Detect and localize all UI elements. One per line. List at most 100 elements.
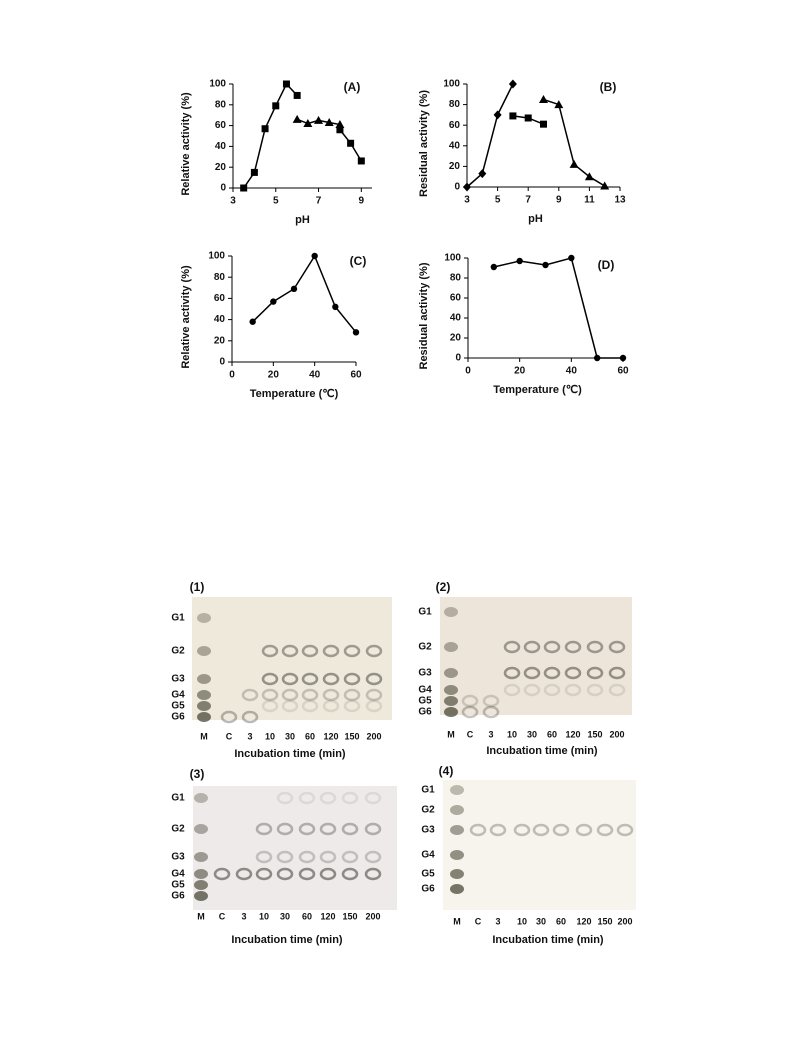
marker-spot [194,891,208,901]
point [292,114,302,123]
spot [276,867,294,881]
point [584,172,594,181]
series-line [252,254,357,333]
point [293,91,301,99]
y-tick-label: 0 [454,182,460,193]
x-tick-label: 13 [614,195,626,206]
point [357,157,365,165]
spot [276,822,294,836]
spot [301,688,319,702]
spot [298,791,316,805]
marker-spot [444,668,458,678]
marker-spot [197,712,211,722]
spot [482,705,500,719]
spot [298,867,316,881]
y-tick-label: 40 [214,314,226,325]
series-line [493,257,623,359]
lane-label: 30 [536,916,546,926]
spot [586,640,604,654]
spot [213,867,231,881]
point [509,112,517,120]
lane-label: 60 [547,729,557,739]
row-label: G3 [418,668,432,679]
row-label: G3 [171,674,185,685]
spot [608,640,626,654]
lane-label: 120 [320,911,335,921]
spot [255,867,273,881]
x-tick-label: 11 [584,195,595,206]
y-tick-label: 60 [450,293,462,304]
spot [564,683,582,697]
y-tick-label: 100 [443,79,460,90]
row-label: G5 [418,696,432,707]
spot [532,823,550,837]
marker-spot [450,825,464,835]
spot [322,688,340,702]
lane-label: M [200,731,208,741]
y-tick-label: 60 [214,293,226,304]
x-tick-label: 5 [495,195,501,206]
y-tick-label: 100 [209,79,226,90]
point [332,303,339,311]
point [250,168,258,176]
panel-label: (4) [439,764,454,778]
lane-label: 30 [527,729,537,739]
lane-label: 3 [247,731,252,741]
x-tick-label: 3 [464,195,470,206]
x-tick-label: 0 [229,370,235,381]
spot [322,699,340,713]
spot [343,688,361,702]
spot [301,672,319,686]
spot [261,644,279,658]
row-label: G5 [171,880,185,891]
y-tick-label: 40 [215,141,227,152]
point [352,329,360,336]
x-tick-label: 60 [617,366,629,377]
spot [523,666,541,680]
x-axis-title: Incubation time (min) [231,934,343,946]
lane-label: 10 [517,916,527,926]
spot [261,688,279,702]
spot [319,867,337,881]
spot [523,683,541,697]
y-axis-title: Relative activity (%) [180,265,192,369]
x-tick-label: 60 [350,370,362,381]
marker-spot [444,696,458,706]
spot [596,823,614,837]
marker-spot [194,869,208,879]
point [600,181,610,190]
spot [298,850,316,864]
point [249,318,256,325]
spot [276,850,294,864]
row-label: G2 [171,646,185,657]
panel-label: (B) [600,80,617,94]
x-tick-label: 9 [556,195,562,206]
row-label: G5 [421,869,435,880]
spot [364,822,382,836]
spot [564,666,582,680]
row-label: G6 [418,707,432,718]
row-label: G1 [171,793,185,804]
lane-label: C [226,731,233,741]
point [270,298,277,305]
row-label: G1 [421,785,435,796]
point [516,257,523,265]
x-tick-label: 40 [309,370,321,381]
x-tick-label: 0 [465,366,471,377]
spot [276,791,294,805]
spot [343,644,361,658]
panel-label: (D) [598,258,615,272]
lane-label: 10 [265,731,275,741]
row-label: G2 [421,805,435,816]
lane-label: C [475,916,482,926]
spot [281,672,299,686]
lane-label: 120 [323,731,338,741]
point [524,114,532,122]
spot [469,823,487,837]
spot [543,640,561,654]
lane-label: 200 [365,911,380,921]
point [282,80,290,88]
spot [503,666,521,680]
marker-spot [197,613,211,623]
lane-label: 200 [609,729,624,739]
